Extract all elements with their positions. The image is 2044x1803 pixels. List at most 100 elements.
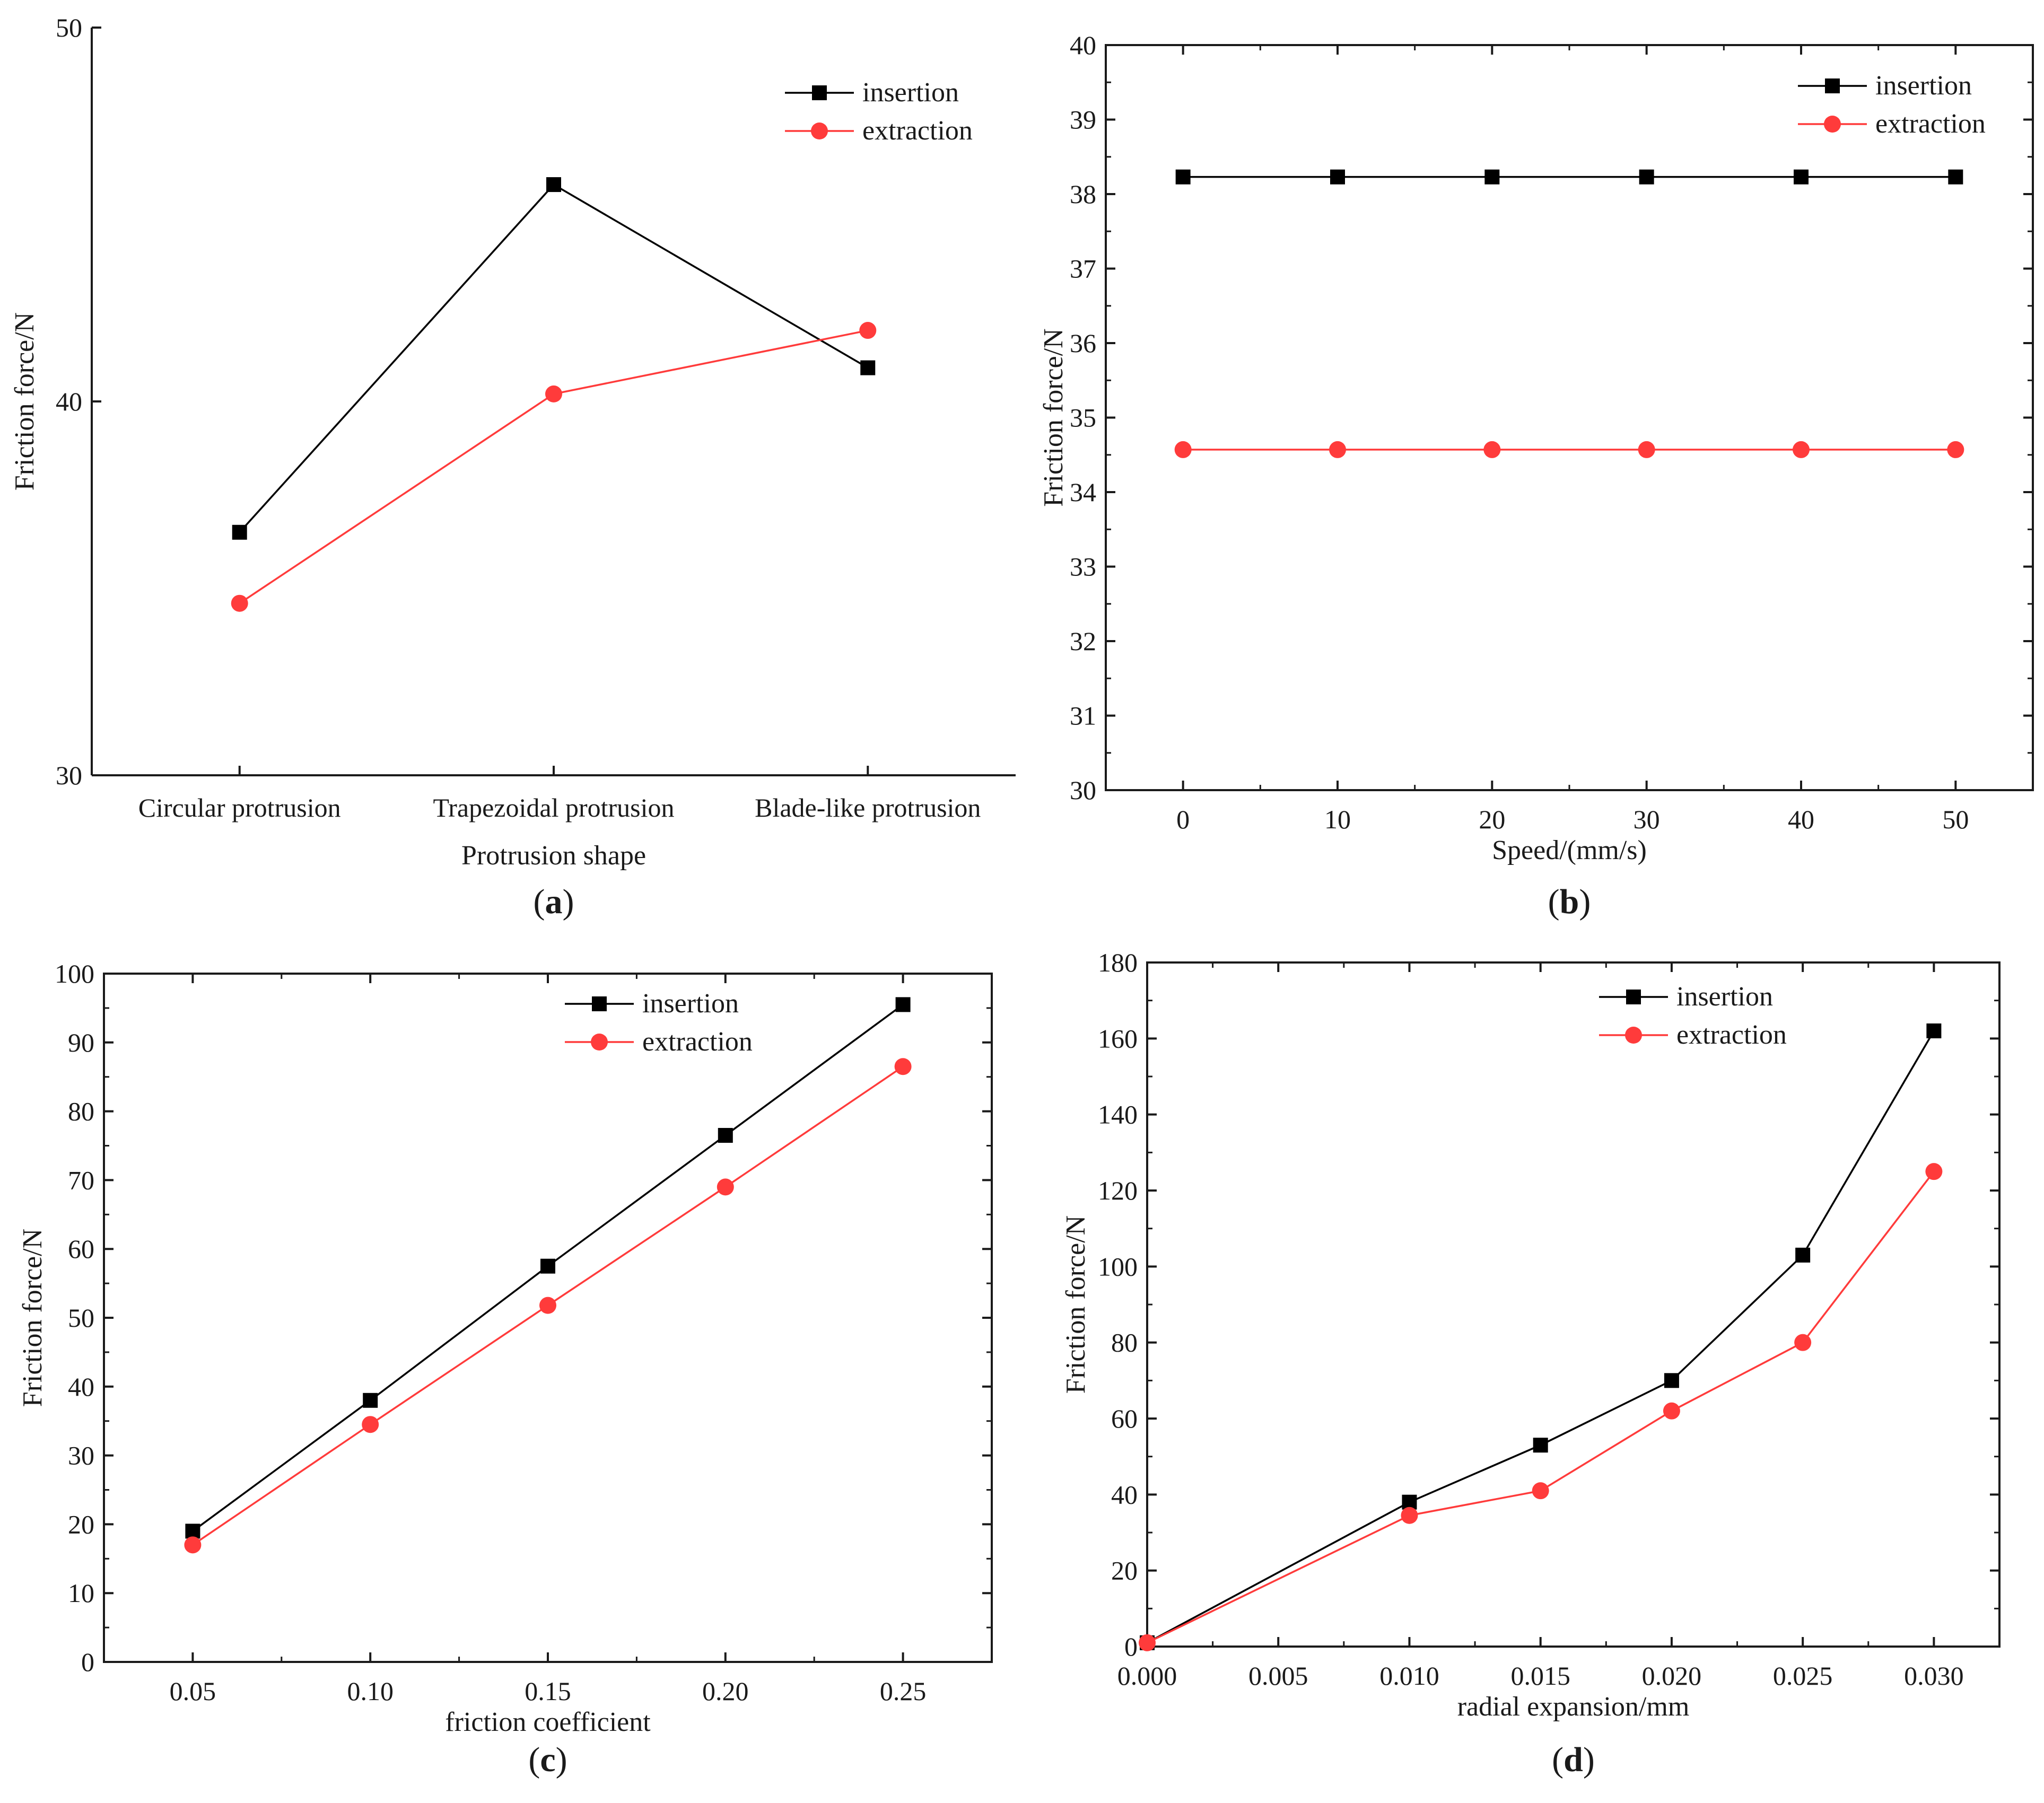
data-point-insertion	[1639, 169, 1654, 185]
data-point-extraction	[184, 1536, 202, 1554]
data-point-insertion	[1926, 1023, 1942, 1038]
data-point-extraction	[1663, 1402, 1680, 1420]
x-tick-label: 0.000	[1117, 1661, 1177, 1691]
x-tick-label: 40	[1788, 804, 1814, 834]
panel-label-close: )	[556, 1740, 567, 1779]
x-tick-label: 30	[1634, 804, 1660, 834]
y-tick-label: 140	[1098, 1100, 1138, 1130]
data-point-insertion	[1948, 169, 1963, 185]
y-tick-label: 100	[55, 959, 94, 988]
panel-label-open: (	[1548, 882, 1560, 921]
x-tick-label: 50	[1942, 804, 1969, 834]
series-line-insertion	[1147, 1030, 1935, 1644]
data-point-extraction	[231, 594, 248, 612]
panel-label-close: )	[563, 882, 574, 921]
x-tick-label: 10	[1324, 804, 1351, 834]
legend-marker-insertion	[1626, 990, 1641, 1004]
data-point-extraction	[1947, 441, 1964, 458]
x-tick-label: 0.020	[1642, 1661, 1702, 1691]
y-tick-label: 100	[1098, 1251, 1138, 1281]
series-line-extraction	[1147, 1171, 1935, 1644]
panel-label-letter: c	[540, 1740, 555, 1779]
legend-marker-extraction	[1625, 1027, 1642, 1044]
y-tick-label: 40	[68, 1372, 94, 1402]
x-tick-label: 0.025	[1773, 1661, 1833, 1691]
panel-label-open: (	[1552, 1740, 1563, 1779]
data-point-extraction	[1794, 1334, 1812, 1351]
y-tick-label: 36	[1070, 328, 1096, 358]
chart-panel-b: 30 31 32 33 34 35 36 37 38 39 40 0 10 20 30 40 50 Speed/(…	[1038, 30, 2034, 921]
panel-label-open: (	[534, 882, 545, 921]
panel-label: (b)	[1548, 882, 1591, 921]
x-tick-label: 0.005	[1248, 1661, 1308, 1691]
panel-label-letter: a	[545, 882, 563, 921]
y-tick-label: 31	[1070, 701, 1096, 731]
y-tick-label: 80	[1111, 1328, 1138, 1358]
y-tick-label: 60	[68, 1234, 94, 1264]
data-point-insertion	[1330, 169, 1345, 185]
y-tick-label: 20	[1111, 1556, 1138, 1586]
data-point-extraction	[362, 1416, 379, 1433]
y-tick-label: 10	[68, 1578, 94, 1608]
panel-label: (a)	[534, 882, 574, 921]
x-tick-label: 0.10	[347, 1676, 394, 1706]
plot-frame	[1105, 44, 2034, 791]
panel-label: (d)	[1552, 1740, 1595, 1779]
data-point-insertion	[1795, 1247, 1811, 1263]
y-tick-label: 40	[1070, 30, 1096, 60]
legend-marker-extraction	[1824, 116, 1841, 133]
x-tick-label: 0.030	[1904, 1661, 1964, 1691]
data-point-extraction	[894, 1058, 912, 1075]
y-tick-label: 50	[56, 13, 82, 42]
x-tick-label: 0	[1176, 804, 1190, 834]
x-tick-label: 0.20	[702, 1676, 749, 1706]
y-tick-label: 20	[68, 1509, 94, 1539]
data-point-extraction	[539, 1297, 556, 1314]
y-tick-label: 40	[1111, 1480, 1138, 1509]
x-category-label: Trapezoidal protrusion	[433, 793, 674, 822]
x-tick-label: 0.05	[170, 1676, 216, 1706]
legend: insertion extraction	[1599, 982, 1787, 1050]
data-point-insertion	[1794, 169, 1809, 185]
data-point-insertion	[860, 360, 876, 375]
chart-panel-a: 30 40 50 Circular protrusion Trapezoidal pro…	[10, 13, 1016, 921]
legend-label-extraction: extraction	[1875, 109, 1986, 139]
y-tick-label: 40	[56, 387, 82, 416]
data-point-insertion	[895, 997, 911, 1012]
legend: insertion extraction	[565, 988, 753, 1057]
y-tick-label: 60	[1111, 1404, 1138, 1433]
data-point-extraction	[1638, 441, 1655, 458]
data-point-extraction	[1139, 1634, 1156, 1651]
legend: insertion extraction	[1798, 71, 1986, 139]
series-line-extraction	[239, 329, 868, 605]
data-point-insertion	[232, 524, 247, 540]
y-tick-label: 37	[1070, 254, 1096, 284]
legend-label-insertion: insertion	[1875, 71, 1972, 101]
x-axis-label: friction coefficient	[445, 1707, 651, 1737]
panel-label-open: (	[528, 1740, 540, 1779]
panel-label-close: )	[1583, 1740, 1595, 1779]
data-point-extraction	[859, 322, 877, 339]
y-tick-label: 30	[68, 1441, 94, 1471]
legend-label-insertion: insertion	[862, 77, 959, 108]
data-point-insertion	[546, 177, 561, 192]
data-point-insertion	[1484, 169, 1500, 185]
data-point-insertion	[718, 1128, 733, 1143]
data-point-insertion	[1533, 1438, 1548, 1453]
legend-label-extraction: extraction	[862, 116, 973, 146]
y-tick-label: 30	[1070, 775, 1096, 805]
legend-marker-extraction	[591, 1034, 608, 1051]
legend: insertion extraction	[785, 77, 973, 146]
x-category-label: Circular protrusion	[138, 793, 341, 822]
y-tick-label: 35	[1070, 403, 1096, 433]
y-tick-label: 34	[1070, 477, 1096, 507]
y-tick-label: 50	[68, 1303, 94, 1333]
y-tick-label: 30	[56, 760, 82, 790]
legend-marker-insertion	[1825, 78, 1840, 93]
x-category-label: Blade-like protrusion	[755, 793, 981, 822]
y-axis-label: Friction force/N	[18, 1229, 48, 1407]
y-axis-label: Friction force/N	[1038, 328, 1069, 506]
y-tick-label: 70	[68, 1165, 94, 1195]
y-tick-label: 160	[1098, 1023, 1138, 1053]
